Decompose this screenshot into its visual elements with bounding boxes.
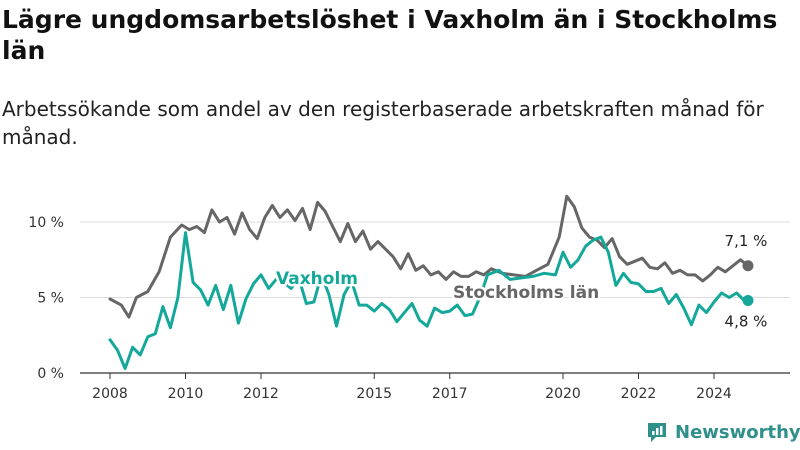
x-tick-label: 2024 bbox=[696, 386, 732, 402]
brand-name: Newsworthy bbox=[675, 421, 800, 443]
y-tick-label: 5 % bbox=[37, 291, 64, 307]
end-label-vaxholm: 4,8 % bbox=[725, 313, 768, 331]
x-tick-label: 2012 bbox=[243, 386, 279, 402]
chart-subtitle: Arbetssökande som andel av den registerb… bbox=[2, 97, 764, 149]
x-tick-label: 2017 bbox=[432, 386, 468, 402]
series-line-vaxholm bbox=[108, 231, 750, 370]
y-tick-label: 0 % bbox=[37, 366, 64, 382]
end-label-stockholms-lan: 7,1 % bbox=[725, 232, 768, 250]
end-marker-stockholms-lan bbox=[742, 260, 754, 272]
x-tick-label: 2010 bbox=[168, 386, 204, 402]
x-tick-label: 2008 bbox=[92, 386, 128, 402]
end-marker-vaxholm bbox=[742, 295, 754, 307]
series-label-vaxholm-halo: Vaxholm bbox=[276, 269, 358, 289]
series-label-stockholms-lan: Stockholms län bbox=[453, 283, 599, 303]
y-tick-label: 10 % bbox=[28, 215, 64, 231]
x-tick-label: 2020 bbox=[545, 386, 581, 402]
series-label-stockholms-lan-halo: Stockholms län bbox=[453, 283, 599, 303]
newsworthy-icon bbox=[648, 423, 666, 442]
brand-logo: Newsworthy bbox=[645, 420, 800, 444]
x-tick-label: 2022 bbox=[621, 386, 657, 402]
series-label-vaxholm: Vaxholm bbox=[276, 269, 358, 289]
series-line-stockholms-lan bbox=[108, 194, 750, 319]
x-tick-label: 2015 bbox=[356, 386, 392, 402]
chart-title: Lägre ungdomsarbetslöshet i Vaxholm än i… bbox=[2, 5, 778, 65]
